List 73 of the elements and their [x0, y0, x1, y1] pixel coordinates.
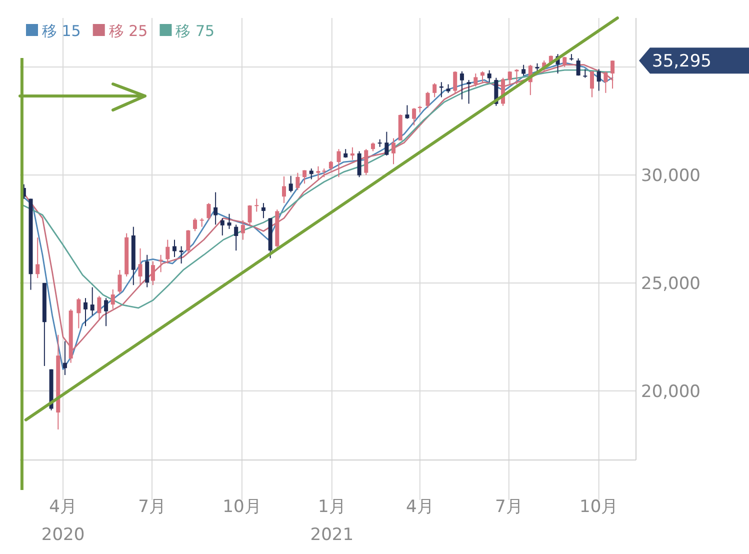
x-tick-label: 10月 — [222, 497, 262, 517]
candlestick — [110, 288, 115, 310]
candlestick — [220, 218, 224, 236]
candlestick — [261, 202, 266, 219]
candlestick — [432, 82, 437, 98]
candlestick — [104, 298, 108, 327]
candlestick — [412, 108, 416, 126]
candlestick — [426, 91, 430, 109]
y-tick-label: 25,000 — [641, 274, 700, 294]
candlestick — [172, 239, 176, 258]
candlestick — [240, 220, 245, 240]
candlestick — [248, 204, 252, 226]
candlestick — [179, 246, 184, 264]
candlestick — [392, 138, 396, 165]
candlestick — [487, 70, 492, 83]
candlestick — [288, 175, 293, 193]
x-tick-label: 4月 — [406, 497, 434, 517]
candlestick — [596, 68, 601, 92]
legend-label: 移 25 — [108, 22, 148, 40]
annotation: 35,295 — [652, 52, 712, 72]
candlestick — [604, 70, 608, 94]
candlestick — [302, 170, 307, 184]
candlestick — [90, 286, 94, 316]
x-tick-label: 1月 2021 — [310, 497, 354, 545]
candlestick — [350, 146, 354, 160]
candlestick — [576, 58, 580, 76]
candlestick — [62, 340, 67, 376]
y-tick-label: 30,000 — [641, 166, 700, 186]
x-tick-label: 4月 2020 — [41, 497, 85, 545]
candlestick — [234, 224, 238, 252]
candlestick — [336, 148, 341, 178]
candlestick — [357, 150, 362, 178]
candlestick — [227, 213, 232, 230]
candlestick — [590, 70, 594, 98]
candlestick — [166, 239, 170, 264]
candlestick — [84, 298, 88, 327]
candlestick — [309, 168, 314, 180]
candlestick — [186, 230, 190, 254]
candlestick — [514, 68, 519, 85]
candlestick — [200, 218, 204, 228]
candlestick — [145, 254, 150, 288]
candlestick — [206, 202, 211, 221]
candlestick — [474, 72, 478, 87]
legend-label: 移 15 — [42, 22, 81, 40]
candlestick — [158, 254, 163, 273]
candlestick — [316, 166, 320, 180]
candlestick — [193, 218, 198, 232]
candlestick — [296, 172, 300, 191]
candlestick — [214, 192, 218, 226]
legend-label: 移 75 — [176, 22, 215, 40]
candlestick — [76, 298, 81, 329]
candlestick — [460, 70, 464, 100]
candlestick — [508, 70, 512, 85]
x-tick-label: 7月 — [138, 497, 166, 517]
candlestick — [384, 131, 389, 156]
candlestick — [328, 160, 333, 172]
candlestick — [466, 79, 471, 104]
candlestick — [583, 68, 588, 78]
candlestick — [150, 260, 155, 286]
y-tick-label: 20,000 — [641, 382, 700, 402]
candlestick — [254, 198, 259, 212]
candlestick — [364, 148, 368, 176]
candlestick — [610, 60, 615, 90]
candlestick — [118, 269, 122, 294]
candlestick — [138, 248, 142, 286]
candlestick — [36, 237, 40, 279]
x-tick-label: 7月 — [494, 497, 523, 517]
x-tick-label: 10月 — [580, 497, 618, 517]
candlestick — [453, 70, 458, 94]
candlestick — [405, 104, 410, 120]
candlestick — [522, 64, 526, 76]
candlestick — [282, 176, 286, 204]
candlestick — [97, 295, 102, 320]
